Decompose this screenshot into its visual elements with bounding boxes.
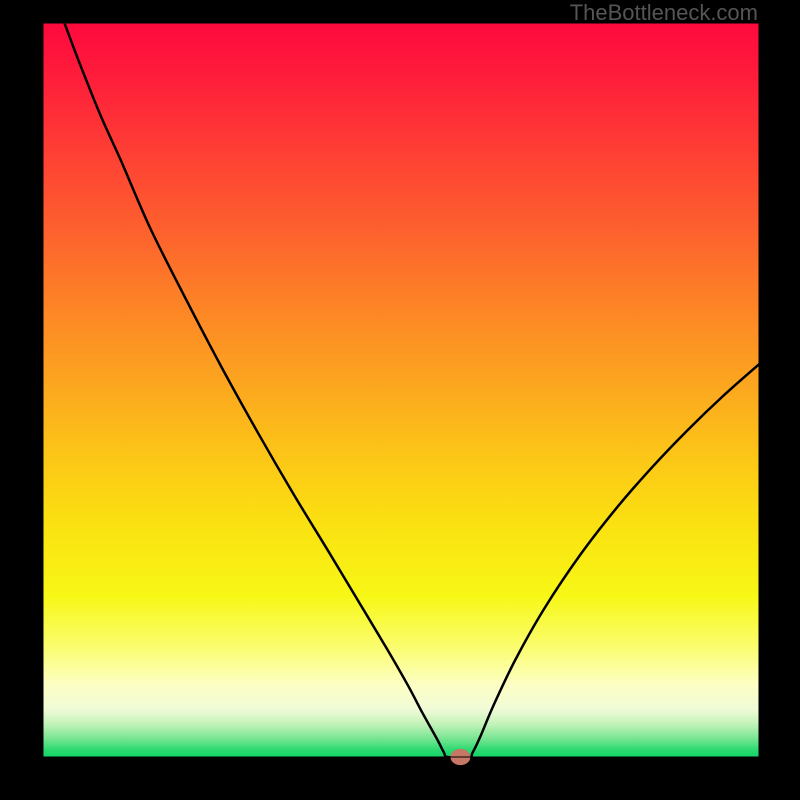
watermark-text: TheBottleneck.com [570, 0, 758, 26]
chart-gradient-background [43, 23, 759, 757]
